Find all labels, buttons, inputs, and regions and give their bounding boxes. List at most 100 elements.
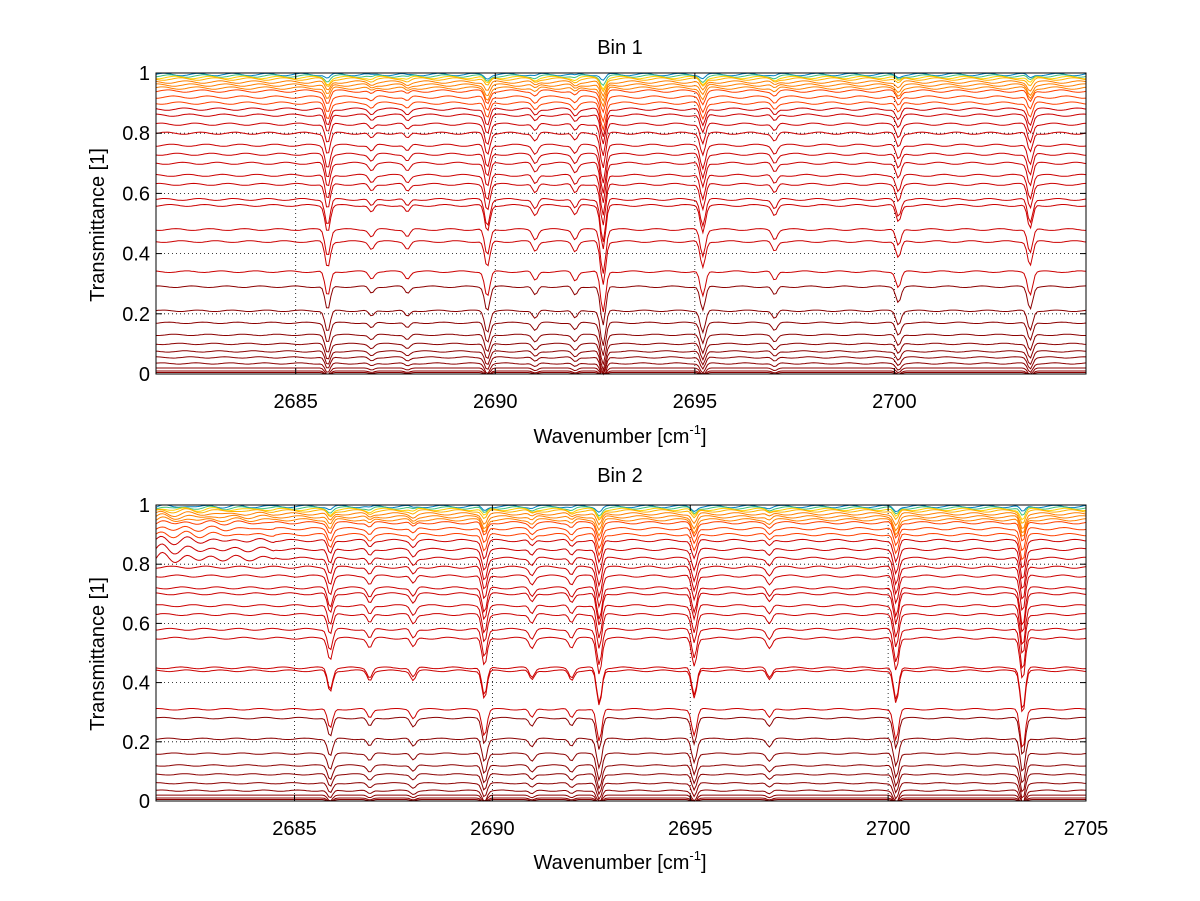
series-line — [155, 592, 1087, 633]
series-line — [156, 367, 1086, 375]
series-line — [156, 708, 1087, 748]
series-line — [155, 342, 1087, 372]
series-line — [155, 574, 1087, 612]
series-line — [155, 74, 1087, 87]
series-line — [155, 565, 1087, 600]
series-line — [155, 513, 1087, 534]
chart-title: Bin 1 — [597, 37, 643, 59]
series-line — [155, 101, 1087, 132]
axes-border — [155, 72, 1087, 375]
series-line — [155, 666, 1087, 710]
series-line — [155, 525, 1087, 552]
series-line — [155, 228, 1087, 274]
series-line — [155, 507, 1087, 521]
series-line — [155, 604, 1087, 646]
x-tick-label: 2690 — [470, 818, 515, 840]
series-line — [155, 773, 1087, 799]
y-tick-label: 0 — [139, 791, 150, 813]
y-tick-label: 0.8 — [122, 123, 150, 145]
series-line — [155, 551, 1087, 590]
series-line — [155, 362, 1087, 375]
series-line — [155, 86, 1087, 108]
series-line — [156, 83, 1086, 103]
axes-frame — [155, 504, 1087, 802]
series-line — [155, 152, 1087, 194]
series-line — [155, 737, 1087, 772]
y-tick-label: 0.4 — [122, 244, 150, 266]
chart-title: Bin 2 — [597, 465, 643, 487]
series-line — [155, 764, 1087, 793]
x-tick-label: 2690 — [473, 391, 518, 413]
series-line — [155, 505, 1087, 517]
series-line — [155, 636, 1087, 679]
series-line — [156, 95, 1087, 124]
series-line — [155, 173, 1087, 216]
series-line — [155, 122, 1087, 156]
x-tick-label: 2685 — [272, 818, 317, 840]
series-line — [155, 309, 1087, 346]
series-line — [155, 508, 1087, 524]
plot-area: 2685 2690 2695 2700 2705 0 0.2 0.4 0.6 0.8 1 — [122, 495, 1108, 840]
axes-frame — [155, 72, 1087, 375]
series-line — [156, 75, 1086, 91]
series-line — [155, 356, 1087, 375]
y-tick-label: 1 — [139, 63, 150, 85]
series-line — [155, 203, 1087, 250]
chart-bin-1: Bin 1 Transmittance [1] Wavenumber [cm-1… — [87, 37, 1087, 448]
series-line — [155, 80, 1087, 98]
series-line — [155, 510, 1087, 530]
series-line — [155, 161, 1087, 203]
series-line — [155, 520, 1087, 542]
series-line — [155, 77, 1087, 93]
y-axis-label: Transmittance [1] — [87, 577, 109, 731]
axes-border — [155, 504, 1087, 802]
series-line — [155, 240, 1087, 285]
x-tick-label: 2685 — [273, 391, 318, 413]
series-line — [156, 333, 1086, 365]
series-line — [155, 716, 1087, 756]
series-line — [155, 131, 1087, 169]
y-tick-label: 0.4 — [122, 673, 150, 695]
x-tick-label: 2705 — [1064, 818, 1109, 840]
y-axis-label: Transmittance [1] — [87, 148, 109, 302]
y-tick-label: 0.2 — [122, 304, 150, 326]
y-tick-label: 0.6 — [122, 183, 150, 205]
series-line — [155, 516, 1087, 537]
series-line — [156, 752, 1087, 784]
series-line — [156, 370, 1086, 375]
series-line — [155, 613, 1086, 654]
y-tick-label: 1 — [139, 495, 150, 517]
series-line — [155, 182, 1087, 226]
series-line — [155, 89, 1087, 114]
series-line — [156, 372, 1086, 375]
series-line — [155, 669, 1087, 713]
series-line — [155, 197, 1087, 243]
x-tick-label: 2700 — [866, 818, 911, 840]
chart-bin-2: Bin 2 Transmittance [1] Wavenumber [cm-1… — [87, 465, 1108, 874]
series-line — [155, 530, 1087, 561]
series-line — [155, 143, 1087, 184]
y-tick-label: 0.2 — [122, 732, 150, 754]
plot-area: 2685 2690 2695 2700 0 0.2 0.4 0.6 0.8 1 — [122, 63, 1087, 413]
x-axis-label: Wavenumber [cm-1] — [533, 848, 706, 874]
series-line — [155, 535, 1087, 569]
series-line — [156, 794, 1086, 802]
x-tick-label: 2695 — [668, 818, 713, 840]
series-line — [155, 113, 1087, 145]
series-line — [156, 797, 1086, 802]
x-tick-label: 2695 — [673, 391, 718, 413]
series-line — [155, 586, 1086, 626]
series-line — [155, 627, 1087, 670]
y-tick-label: 0 — [139, 364, 150, 386]
series-line — [156, 799, 1086, 802]
series-line — [155, 321, 1087, 356]
series-line — [155, 285, 1087, 326]
x-axis-label: Wavenumber [cm-1] — [533, 422, 706, 448]
series-line — [155, 350, 1087, 376]
series-line — [155, 270, 1087, 313]
y-tick-label: 0.8 — [122, 554, 150, 576]
x-tick-label: 2700 — [872, 391, 917, 413]
series-line — [155, 107, 1087, 137]
series-line — [155, 543, 1087, 580]
